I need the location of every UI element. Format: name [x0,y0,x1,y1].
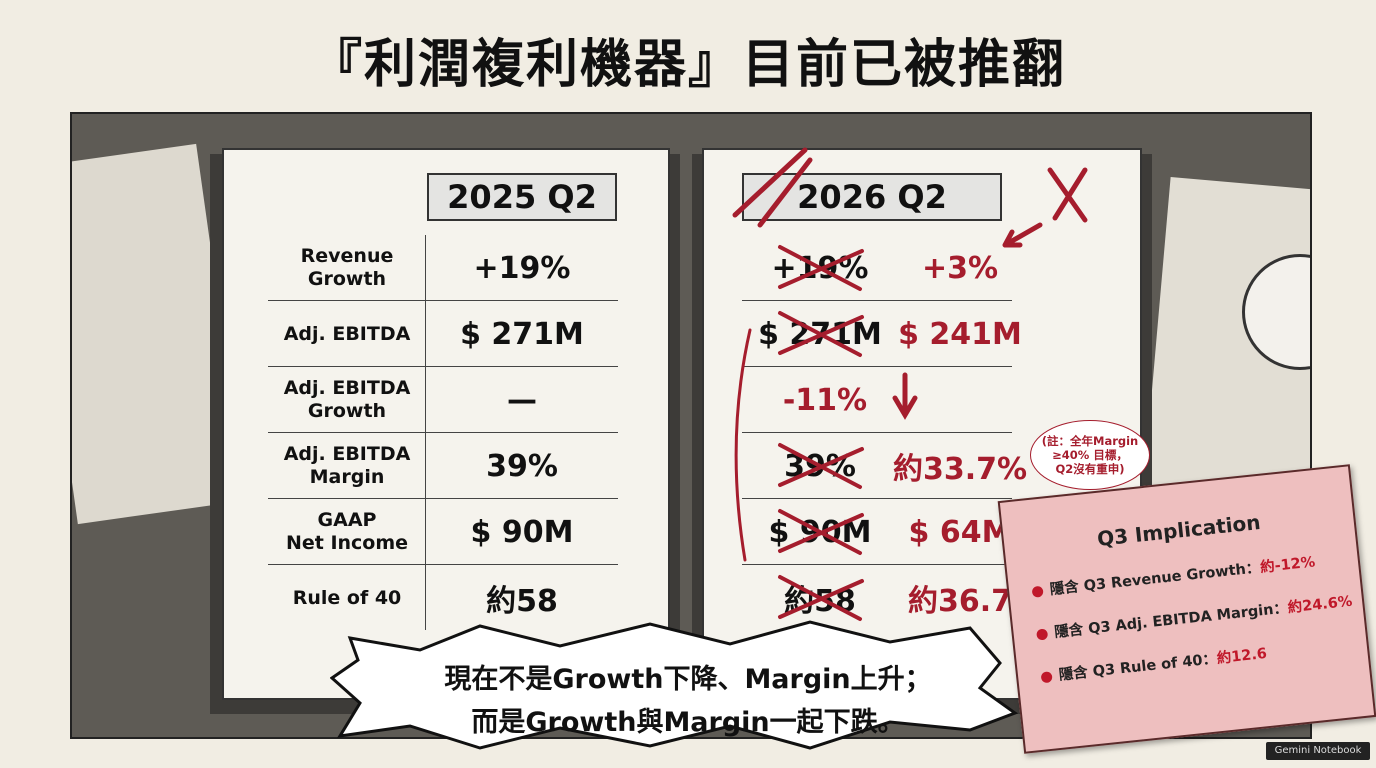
row-label: Adj. EBITDA [283,322,411,345]
arrow [734,328,752,562]
strike [757,157,813,228]
callout-line: 而是Growth與Margin一起下跌。 [471,707,905,738]
row-rule [742,300,1012,301]
column-rule [425,235,426,630]
value-2025: $ 90M [470,514,574,550]
row-rule [268,432,618,433]
bubble-shape [330,620,1019,750]
value-2025: — [507,382,537,418]
row-label: Revenue Growth [300,245,394,290]
value-2025: 約58 [486,584,558,619]
row-rule [742,564,1012,565]
title: 『利潤複利機器』目前已被推翻 [309,35,1066,95]
old-value-2026: $ 90M [768,514,872,550]
note: (註：全年Margin ≥40% 目標， Q2沒有重申) [1030,420,1150,490]
implication-item: 隱含 Q3 Rule of 40：約12.6 [1039,631,1367,686]
new-value-2026: +3% [921,250,999,286]
item-label: 隱含 Q3 Adj. EBITDA Margin： [1053,600,1289,641]
row-rule [742,498,1012,499]
strike [778,249,864,289]
callout-line: 現在不是Growth下降、Margin上升； [444,664,932,695]
callout-bubble [330,620,1019,750]
item-label: 隱含 Q3 Revenue Growth： [1049,560,1262,599]
row-rule [268,564,618,565]
strike [778,447,864,487]
item-value: 約12.6 [1216,645,1268,668]
strike [778,579,864,619]
left-header: 2025 Q2 [427,173,617,221]
strike [732,147,808,218]
right-header: 2026 Q2 [742,173,1002,221]
left-page [222,148,670,700]
implication-item: 隱含 Q3 Revenue Growth：約-12% [1030,546,1358,601]
implication-card: Q3 Implication 隱含 Q3 Revenue Growth：約-12… [997,464,1376,754]
row-rule [742,432,1012,433]
row-rule [268,300,618,301]
value-2025: 39% [486,448,558,484]
item-label: 隱含 Q3 Rule of 40： [1058,651,1218,684]
arrow [1002,222,1043,248]
row-label: GAAP Net Income [285,509,409,554]
item-value: 約-12% [1259,554,1317,577]
new-value-2026: 約36.7 [907,584,1013,619]
strike [778,513,864,553]
new-value-2026: $ 241M [898,316,1022,352]
row-label: Rule of 40 [292,586,402,609]
implication-item: 隱含 Q3 Adj. EBITDA Margin：約24.6% [1035,589,1363,644]
strike [1052,167,1088,221]
watermark: Gemini Notebook [1266,742,1370,760]
new-value-2026: -11% [782,382,868,418]
value-2025: +19% [473,250,571,286]
row-rule [268,498,618,499]
row-rule [742,366,1012,367]
new-value-2026: 約33.7% [892,452,1028,487]
item-value: 約24.6% [1287,593,1354,617]
strike [778,315,864,355]
row-rule [268,366,618,367]
old-value-2026: $ 271M [758,316,882,352]
row-label: Adj. EBITDA Margin [283,443,411,488]
value-2025: $ 271M [460,316,584,352]
row-label: Adj. EBITDA Growth [283,377,411,422]
arrow [892,372,918,420]
implication-items: 隱含 Q3 Revenue Growth：約-12%隱含 Q3 Adj. EBI… [1008,546,1367,689]
